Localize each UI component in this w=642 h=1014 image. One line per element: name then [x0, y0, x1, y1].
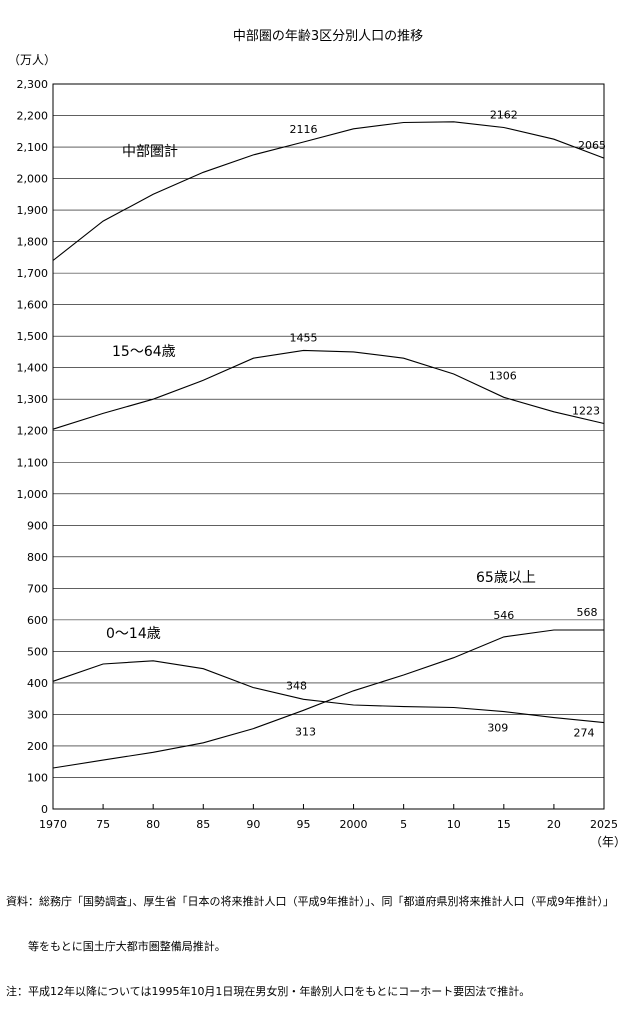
x-tick-label: 2000 [340, 818, 368, 831]
x-tick-label: 75 [96, 818, 110, 831]
series-line [52, 660, 605, 724]
y-tick-label: 1,200 [17, 425, 49, 438]
y-tick-label: 300 [27, 708, 48, 721]
series-name-label: 65歳以上 [476, 570, 536, 586]
data-label: 309 [487, 722, 508, 735]
data-label: 348 [286, 679, 307, 692]
series-name-label: 中部圏計 [122, 144, 178, 160]
y-tick-label: 2,300 [17, 78, 49, 91]
y-tick-label: 1,500 [17, 330, 49, 343]
y-axis-ticks: 0 100 200 300 400 500 600 700 800 900 1,000 1,100 1,… [17, 78, 49, 816]
data-label: 313 [295, 725, 316, 738]
gridlines [53, 115, 604, 778]
x-tick-label: 20 [547, 818, 561, 831]
x-tick-label: 10 [447, 818, 461, 831]
series-name-label: 0～14歳 [106, 626, 161, 642]
chart-title: 中部圏の年齢3区分別人口の推移 [233, 29, 423, 44]
data-label: 568 [577, 606, 598, 619]
y-tick-label: 900 [27, 519, 48, 532]
source-note-line: 注：平成12年以降については1995年10月1日現在男女別・年齢別人口をもとにコ… [6, 985, 531, 998]
y-tick-label: 0 [41, 803, 48, 816]
plot-frame [52, 83, 605, 810]
data-label: 2162 [490, 109, 518, 122]
line-chart: 中部圏の年齢3区分別人口の推移 （万人） （年） 010020030040050… [8, 29, 626, 849]
source-notes: 資料：総務庁「国勢調査」、厚生省「日本の将来推計人口（平成9年推計）」、同「都道… [6, 864, 614, 1014]
y-tick-label: 800 [27, 551, 48, 564]
data-labels: 2116 2162 2065 1455 1306 1223 313 546 568 348 309 2… [286, 109, 606, 740]
series-line [52, 629, 604, 769]
y-axis-unit-label: （万人） [8, 53, 56, 67]
x-tick-label: 80 [146, 818, 160, 831]
data-label: 274 [574, 727, 595, 740]
x-tick-label: 85 [196, 818, 210, 831]
data-label: 546 [493, 609, 514, 622]
data-label: 2065 [578, 139, 606, 152]
x-tick-label: 15 [497, 818, 511, 831]
y-tick-label: 1,400 [17, 362, 49, 375]
y-tick-label: 1,600 [17, 299, 49, 312]
y-tick-label: 2,000 [17, 173, 49, 186]
y-tick-label: 600 [27, 614, 48, 627]
source-note-line: 等をもとに国土庁大都市圏整備局推計。 [6, 940, 226, 953]
y-tick-label: 1,800 [17, 236, 49, 249]
x-tick-label: 1970 [39, 818, 67, 831]
x-axis-ticks: 1970 75 80 85 90 95 2000 5 10 15 20 2025 [39, 804, 618, 831]
y-tick-label: 1,300 [17, 393, 49, 406]
x-tick-label: 90 [246, 818, 260, 831]
series-lines [52, 121, 605, 769]
data-label: 1455 [289, 331, 317, 344]
y-tick-label: 1,900 [17, 204, 49, 217]
series-line [52, 349, 605, 430]
x-tick-label: 5 [400, 818, 407, 831]
data-label: 1306 [489, 369, 517, 382]
y-tick-label: 2,100 [17, 141, 49, 154]
y-tick-label: 500 [27, 645, 48, 658]
x-axis-unit-label: （年） [590, 835, 626, 849]
series-names: 中部圏計 15～64歳 65歳以上 0～14歳 [106, 144, 536, 642]
series-line [52, 121, 605, 261]
y-tick-label: 100 [27, 771, 48, 784]
x-tick-label: 2025 [590, 818, 618, 831]
source-note-line: 資料：総務庁「国勢調査」、厚生省「日本の将来推計人口（平成9年推計）」、同「都道… [6, 895, 614, 908]
data-label: 1223 [572, 404, 600, 417]
y-tick-label: 1,000 [17, 488, 49, 501]
y-tick-label: 1,700 [17, 267, 49, 280]
y-tick-label: 700 [27, 582, 48, 595]
data-label: 2116 [289, 123, 317, 136]
y-tick-label: 200 [27, 740, 48, 753]
y-tick-label: 400 [27, 677, 48, 690]
y-tick-label: 1,100 [17, 456, 49, 469]
y-tick-label: 2,200 [17, 110, 49, 123]
series-name-label: 15～64歳 [112, 344, 176, 360]
x-tick-label: 95 [296, 818, 310, 831]
